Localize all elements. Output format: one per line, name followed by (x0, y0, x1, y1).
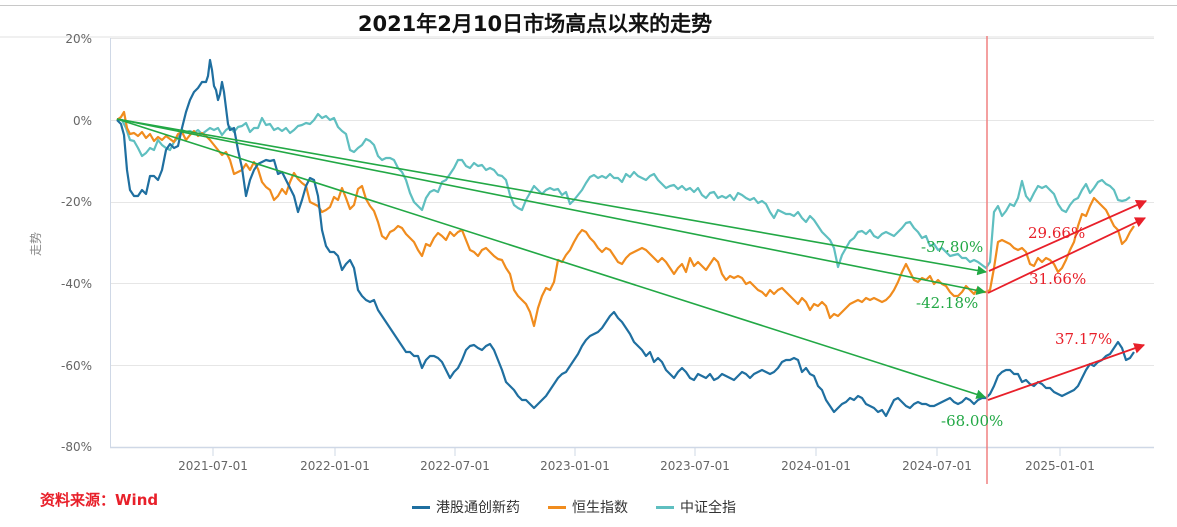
legend-swatch-icon (656, 505, 674, 509)
x-tick-label: 2024-01-01 (781, 459, 851, 473)
gridlines (110, 38, 1154, 366)
series-line-csi-all (117, 112, 1131, 270)
x-tick-label: 2023-01-01 (540, 459, 610, 473)
legend-label: 港股通创新药 (436, 500, 520, 516)
legend-label: 恒生指数 (572, 500, 628, 516)
top-border (0, 5, 1177, 6)
legend-item-hk-innovative-drug[interactable]: 港股通创新药 (412, 497, 520, 517)
y-tick-label: -40% (61, 277, 92, 291)
y-axis-title: 走势 (29, 232, 43, 256)
x-tick-label: 2024-07-01 (902, 459, 972, 473)
y-tick-labels: 20% 0% -20% -40% -60% -80% (61, 32, 92, 454)
decline-arrows (116, 118, 987, 399)
annotation-rebound-hsi: 31.66% (1029, 270, 1086, 288)
x-tick-label: 2023-07-01 (660, 459, 730, 473)
x-tick-labels: 2021-07-01 2022-01-01 2022-07-01 2023-01… (178, 459, 1095, 473)
y-tick-label: -20% (61, 195, 92, 209)
chart-title: 2021年2月10日市场高点以来的走势 (357, 12, 713, 36)
x-tick-label: 2022-07-01 (420, 459, 490, 473)
annotation-decline-csi: -37.80% (921, 238, 983, 256)
legend-swatch-icon (412, 505, 430, 509)
x-ticks (212, 447, 1061, 456)
y-tick-label: 20% (65, 32, 92, 46)
legend-item-hang-seng[interactable]: 恒生指数 (548, 497, 628, 517)
title-divider (0, 36, 1154, 38)
annotation-rebound-csi: 29.66% (1028, 224, 1085, 242)
chart-legend: 港股通创新药 恒生指数 中证全指 (412, 497, 736, 517)
x-tick-label: 2021-07-01 (178, 459, 248, 473)
y-tick-label: -60% (61, 359, 92, 373)
series-line-hang-seng (116, 110, 1135, 328)
legend-label: 中证全指 (680, 500, 736, 516)
y-tick-label: -80% (61, 440, 92, 454)
annotation-decline-drug: -68.00% (941, 412, 1003, 430)
annotation-decline-hsi: -42.18% (916, 294, 978, 312)
x-tick-label: 2022-01-01 (300, 459, 370, 473)
legend-swatch-icon (548, 505, 566, 509)
y-tick-label: 0% (73, 114, 92, 128)
rebound-arrows (987, 200, 1147, 401)
series-line-hk-innovative-drug (116, 58, 1135, 418)
legend-item-csi-all[interactable]: 中证全指 (656, 497, 736, 517)
annotation-rebound-drug: 37.17% (1055, 330, 1112, 348)
x-tick-label: 2025-01-01 (1025, 459, 1095, 473)
data-source-label: 资料来源：Wind (40, 491, 159, 509)
